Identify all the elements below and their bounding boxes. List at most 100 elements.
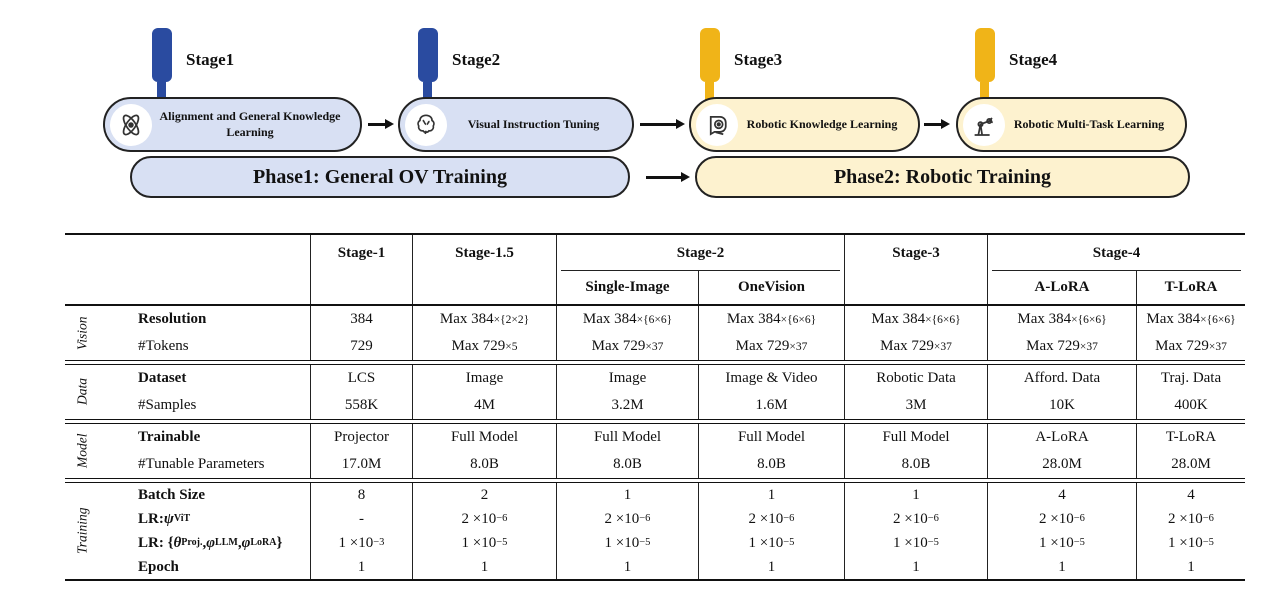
group-separator-rule <box>65 478 1245 483</box>
training-pipeline-diagram: Stage1 Alignment and General Knowledge Le… <box>0 0 1280 230</box>
table-cell: 28.0M <box>1136 451 1245 478</box>
stage-pin-stem <box>157 82 166 104</box>
stage-pin-label: Stage4 <box>1009 50 1058 69</box>
table-cell: 1 ×10 −5 <box>844 531 987 555</box>
table-cell: 1 ×10 −5 <box>698 531 844 555</box>
table-cell: 3M <box>844 392 987 419</box>
brain-icon <box>405 103 447 146</box>
table-cell: 2 <box>412 483 556 507</box>
table-group: Data Dataset LCS Image Image Image & Video Rob… <box>65 365 1245 419</box>
robot-head-icon <box>696 103 738 146</box>
table-cell: - <box>310 507 412 531</box>
table-cell: Max 384 ×{6×6} <box>987 306 1136 333</box>
phase-pill: Phase2: Robotic Training <box>695 156 1190 198</box>
table-cell: Full Model <box>844 424 987 451</box>
table-cell: 8 <box>310 483 412 507</box>
row-label: LR: {θ Proj., φ LLM, φ LoRA} <box>138 534 283 551</box>
arrow-shaft <box>924 122 941 126</box>
column-header: Stage-4 <box>987 235 1245 271</box>
table-cell: 8.0B <box>844 451 987 478</box>
table-cell: Image <box>412 365 556 392</box>
sub-column-header: T-LoRA <box>1136 271 1245 304</box>
table-cell: 1 ×10 −5 <box>987 531 1136 555</box>
header-spacer <box>65 271 310 304</box>
table-cell: 558K <box>310 392 412 419</box>
table-cell: Robotic Data <box>844 365 987 392</box>
table-cell: 1 <box>987 555 1136 579</box>
table-header-row: Stage-1 Stage-1.5 Stage-2 Stage-3 Stage-4 <box>65 235 1245 271</box>
table-cell: 2 ×10 −6 <box>1136 507 1245 531</box>
sub-column-header <box>310 271 412 304</box>
row-group-label: Training <box>74 507 90 555</box>
table-cell: Afford. Data <box>987 365 1136 392</box>
stage-pin <box>700 28 720 82</box>
table-subheader-row: Single-Image OneVision A-LoRA T-LoRA <box>65 271 1245 304</box>
table-cell: 8.0B <box>556 451 698 478</box>
column-header: Stage-2 <box>556 235 844 271</box>
table-cell: Max 384 ×{6×6} <box>844 306 987 333</box>
row-label: Resolution <box>138 311 207 327</box>
header-body-rule <box>65 304 1245 306</box>
phase-title: Phase2: Robotic Training <box>833 165 1052 188</box>
table-cell: 1 ×10 −5 <box>556 531 698 555</box>
sub-column-header: A-LoRA <box>987 271 1136 304</box>
table-cell: 1 <box>412 555 556 579</box>
table-cell: 1 <box>698 555 844 579</box>
table-cell: 1 ×10 −5 <box>412 531 556 555</box>
phase-pill: Phase1: General OV Training <box>130 156 630 198</box>
stage-title: Robotic Knowledge Learning <box>746 116 898 131</box>
arrow-head-icon <box>681 172 690 182</box>
arrow-shaft <box>640 122 676 126</box>
table-cell: Image & Video <box>698 365 844 392</box>
table-group: Model Trainable Projector Full Model Full Mo… <box>65 424 1245 478</box>
table-cell: Max 384 ×{6×6} <box>1136 306 1245 333</box>
arrow-head-icon <box>676 119 685 129</box>
table-cell: 1 <box>698 483 844 507</box>
row-label: LR: ψ ViT <box>138 510 191 527</box>
table-group: Training Batch Size 8 2 1 1 1 4 4 LR: ψ ViT -2 ×10−… <box>65 483 1245 579</box>
table-cell: 10K <box>987 392 1136 419</box>
table-cell: T-LoRA <box>1136 424 1245 451</box>
table-cell: Max 729 ×37 <box>698 333 844 360</box>
stage-pill: Alignment and General Knowledge Learning <box>103 97 362 152</box>
stage-pin-stem <box>423 82 432 104</box>
stage-pill: Visual Instruction Tuning <box>398 97 634 152</box>
table-cell: 729 <box>310 333 412 360</box>
row-label: #Tokens <box>138 338 189 354</box>
atom-icon <box>110 103 152 146</box>
table-cell: 8.0B <box>698 451 844 478</box>
stage-pill: Robotic Multi-Task Learning <box>956 97 1187 152</box>
stage-pin-stem <box>980 82 989 104</box>
table-cell: 2 ×10 −6 <box>987 507 1136 531</box>
table-cell: 1 <box>556 483 698 507</box>
arrow-head-icon <box>941 119 950 129</box>
table-cell: 8.0B <box>412 451 556 478</box>
table-cell: Max 729 ×5 <box>412 333 556 360</box>
row-label: Trainable <box>138 429 201 445</box>
table-cell: Max 729 ×37 <box>1136 333 1245 360</box>
table-cell: 2 ×10 −6 <box>556 507 698 531</box>
flow-arrow <box>640 117 685 131</box>
table-cell: 3.2M <box>556 392 698 419</box>
stage-pin <box>418 28 438 82</box>
table-cell: Max 729 ×37 <box>987 333 1136 360</box>
stage-pin-label: Stage1 <box>186 50 235 69</box>
stage-title: Visual Instruction Tuning <box>467 116 600 131</box>
table-cell: 4M <box>412 392 556 419</box>
table-cell: Max 384 ×{2×2} <box>412 306 556 333</box>
table-cell: 1 <box>1136 555 1245 579</box>
table-cell: Projector <box>310 424 412 451</box>
flow-arrow <box>924 117 950 131</box>
table-cell: Image <box>556 365 698 392</box>
robot-arm-icon <box>963 103 1005 146</box>
table-cell: 17.0M <box>310 451 412 478</box>
table-cell: Max 729 ×37 <box>844 333 987 360</box>
table-cell: 2 ×10 −6 <box>412 507 556 531</box>
stage-pin-label: Stage2 <box>452 50 501 69</box>
table-cell: 1 ×10 −5 <box>1136 531 1245 555</box>
table-cell: 28.0M <box>987 451 1136 478</box>
row-label: Dataset <box>138 370 187 386</box>
group-separator-rule <box>65 360 1245 365</box>
table-cell: 1.6M <box>698 392 844 419</box>
table-cell: 4 <box>1136 483 1245 507</box>
